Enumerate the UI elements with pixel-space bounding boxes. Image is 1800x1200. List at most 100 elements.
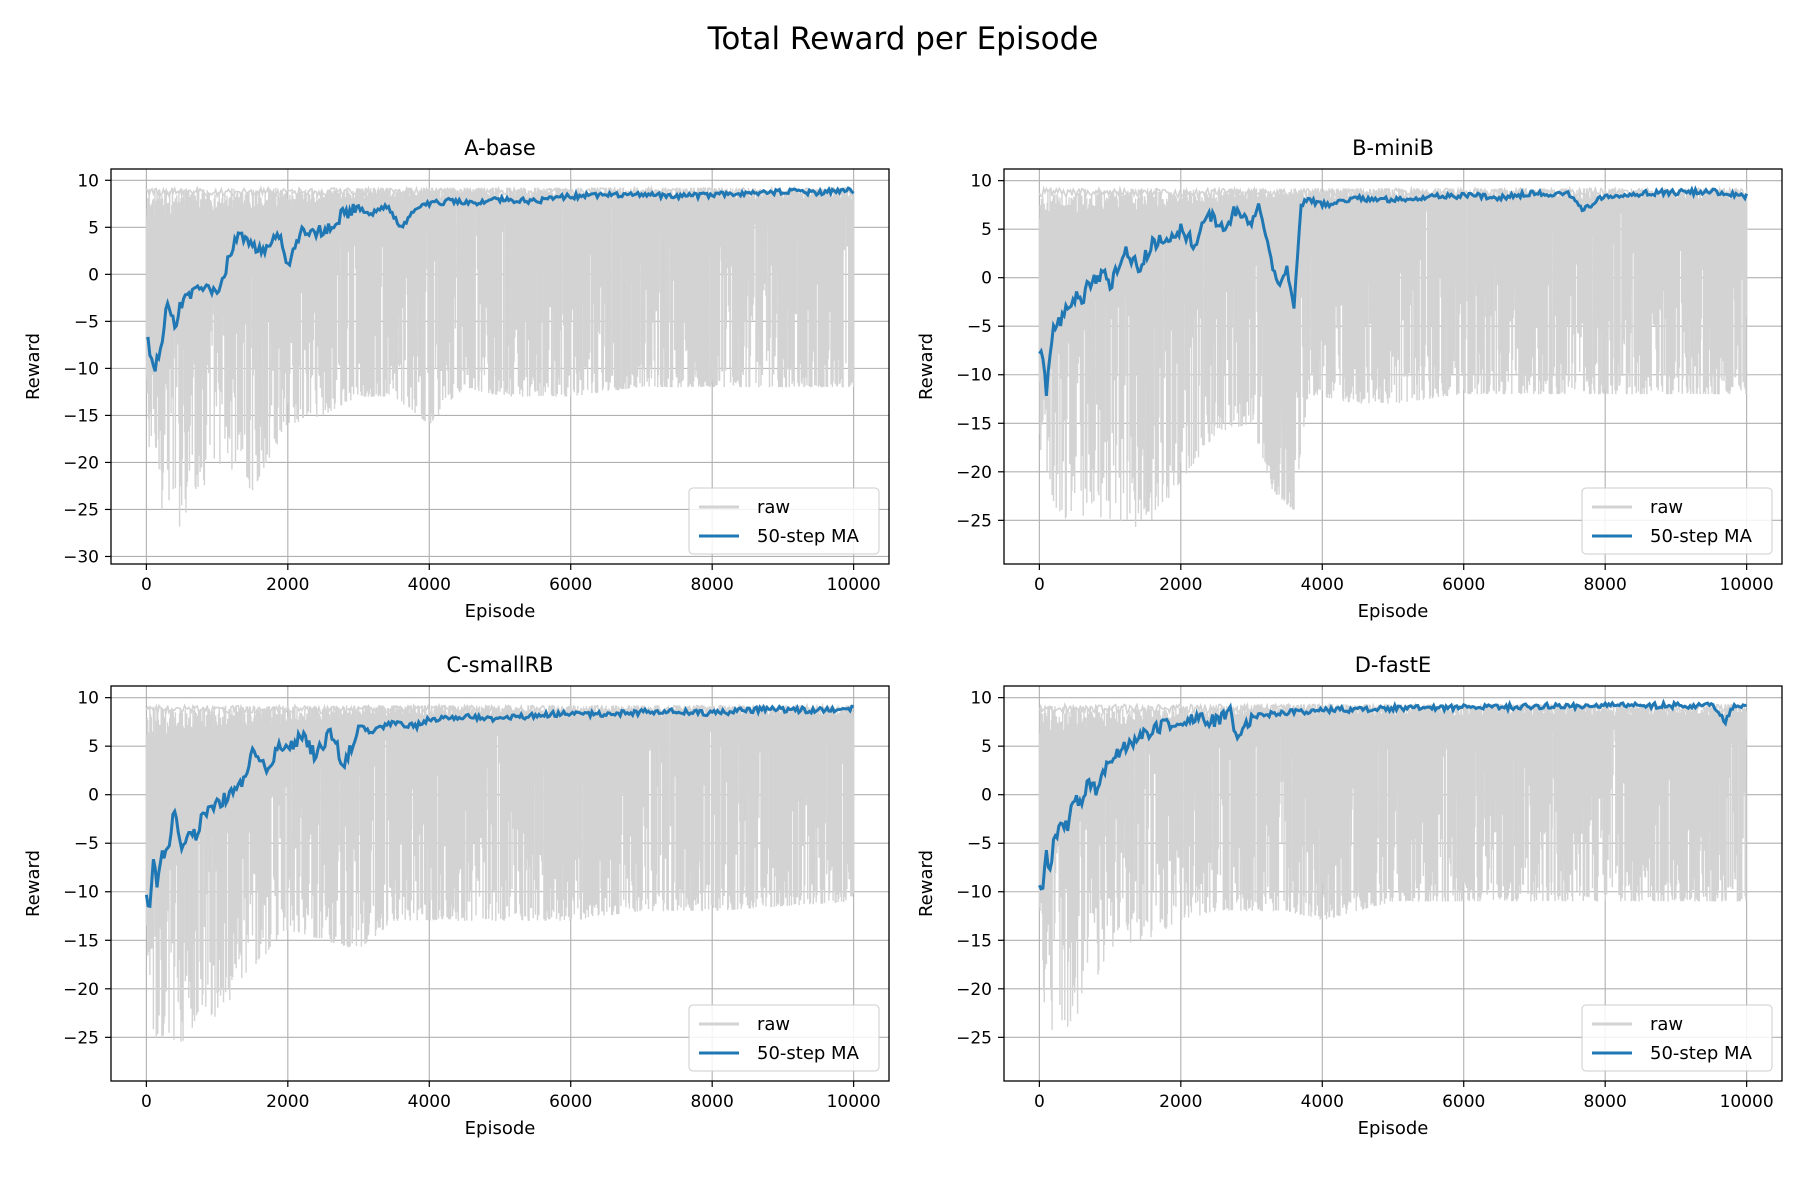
raw-spikes [385,187,844,423]
x-tick-label: 2000 [266,1092,309,1112]
x-axis-label: Episode [465,1118,536,1139]
x-axis-label: Episode [1358,1118,1429,1139]
y-tick-label: −15 [956,931,992,951]
y-tick-label: 5 [981,737,992,757]
x-tick-label: 0 [1034,575,1045,595]
x-tick-label: 8000 [691,575,734,595]
y-tick-label: −10 [956,883,992,903]
legend: raw 50-step MA [1581,487,1773,555]
y-tick-label: 0 [981,269,992,289]
subplot-b-minib: 0 2000 4000 6000 8000 10000 −25 −20 −15 −10 −5 0 5 10… [916,136,1783,622]
x-tick-label: 6000 [549,575,592,595]
x-tick-label: 8000 [1584,575,1627,595]
y-tick-label: −5 [967,834,992,854]
ma-series-line [1038,185,1749,397]
legend: raw 50-step MA [688,487,880,555]
y-tick-label: −5 [74,834,99,854]
y-tick-label: −25 [63,1028,99,1048]
x-tick-label: 6000 [1442,575,1485,595]
raw-upper [145,184,855,200]
ma-series-line [1038,698,1747,891]
y-tick-label: −25 [956,1028,992,1048]
y-axis-label: Reward [23,333,44,400]
axes-frame [1003,685,1783,1082]
x-tick-label: 8000 [691,1092,734,1112]
x-tick-label: 2000 [266,575,309,595]
subplot-title: B-miniB [1352,136,1434,160]
x-tick-label: 6000 [1442,1092,1485,1112]
y-axis-label: Reward [916,850,937,917]
x-tick-label: 8000 [1584,1092,1627,1112]
subplot-title: D-fastE [1355,653,1431,677]
y-tick-label: −15 [63,931,99,951]
y-tick-label: −10 [956,366,992,386]
x-tick-label: 10000 [1720,1092,1774,1112]
y-tick-label: −20 [63,980,99,1000]
raw-line [1038,704,1748,1031]
x-axis-label: Episode [465,601,536,622]
y-tick-label: 5 [981,220,992,240]
subplot-a-base: 0 2000 4000 6000 8000 10000 −30 −25 −20 −15 −10 −5 0… [23,136,890,622]
raw-series [1038,185,1748,527]
y-tick-label: 0 [88,265,99,285]
x-tick-label: 10000 [827,1092,881,1112]
legend-raw-label: raw [757,1014,790,1035]
y-tick-label: −5 [74,312,99,332]
raw-spikes [1314,188,1737,402]
figure-title: Total Reward per Episode [707,21,1099,57]
raw-series [145,184,855,527]
subplots: 0 2000 4000 6000 8000 10000−30−25−20−15−10−50… [23,136,1783,1139]
x-axis-label: Episode [1358,601,1429,622]
y-tick-label: −25 [956,511,992,531]
axes-frame [110,685,890,1082]
x-tick-label: 4000 [1301,1092,1344,1112]
x-tick-label: 2000 [1159,1092,1202,1112]
x-tick-label: 4000 [408,575,451,595]
y-tick-label: −10 [63,883,99,903]
subplot-c-smallrb: 0 2000 4000 6000 8000 10000 −25 −20 −15 −10 −5 0 5 10… [23,653,890,1139]
legend-raw-label: raw [1650,1014,1683,1035]
x-tick-label: 2000 [1159,575,1202,595]
x-tick-label: 6000 [549,1092,592,1112]
x-tick-label: 0 [141,575,152,595]
y-tick-label: 5 [88,218,99,238]
y-tick-label: 5 [88,737,99,757]
legend-ma-label: 50-step MA [757,526,860,547]
x-tick-label: 10000 [1720,575,1774,595]
y-tick-label: −5 [967,317,992,337]
legend-ma-label: 50-step MA [1650,1043,1753,1064]
y-tick-label: −25 [63,500,99,520]
raw-series [1038,701,1748,1031]
subplot-title: C-smallRB [446,653,553,677]
legend: raw 50-step MA [1581,1004,1773,1072]
y-tick-label: 10 [77,689,99,709]
y-tick-label: −20 [956,463,992,483]
subplot-title: A-base [464,136,536,160]
ma-series-line [146,186,855,372]
subplot-d-faste: 0 2000 4000 6000 8000 10000 −25 −20 −15 −10 −5 0 5 10… [916,653,1783,1139]
y-tick-label: −30 [63,547,99,567]
axes-frame [110,168,890,565]
x-tick-label: 10000 [827,575,881,595]
y-tick-label: −15 [63,406,99,426]
raw-spikes [1243,704,1737,918]
legend-raw-label: raw [1650,497,1683,518]
raw-line [145,187,855,527]
y-axis-label: Reward [916,333,937,400]
y-tick-label: 0 [981,786,992,806]
legend-ma-label: 50-step MA [757,1043,860,1064]
y-tick-label: 10 [77,171,99,191]
raw-spikes [364,705,851,942]
y-tick-label: −15 [956,414,992,434]
x-tick-label: 0 [141,1092,152,1112]
y-tick-label: 10 [970,172,992,192]
legend-raw-label: raw [757,497,790,518]
legend: raw 50-step MA [688,1004,880,1072]
axes-frame [1003,168,1783,565]
y-tick-label: −20 [63,453,99,473]
x-tick-label: 4000 [408,1092,451,1112]
legend-ma-label: 50-step MA [1650,526,1753,547]
raw-series [145,702,855,1042]
y-tick-label: 0 [88,786,99,806]
